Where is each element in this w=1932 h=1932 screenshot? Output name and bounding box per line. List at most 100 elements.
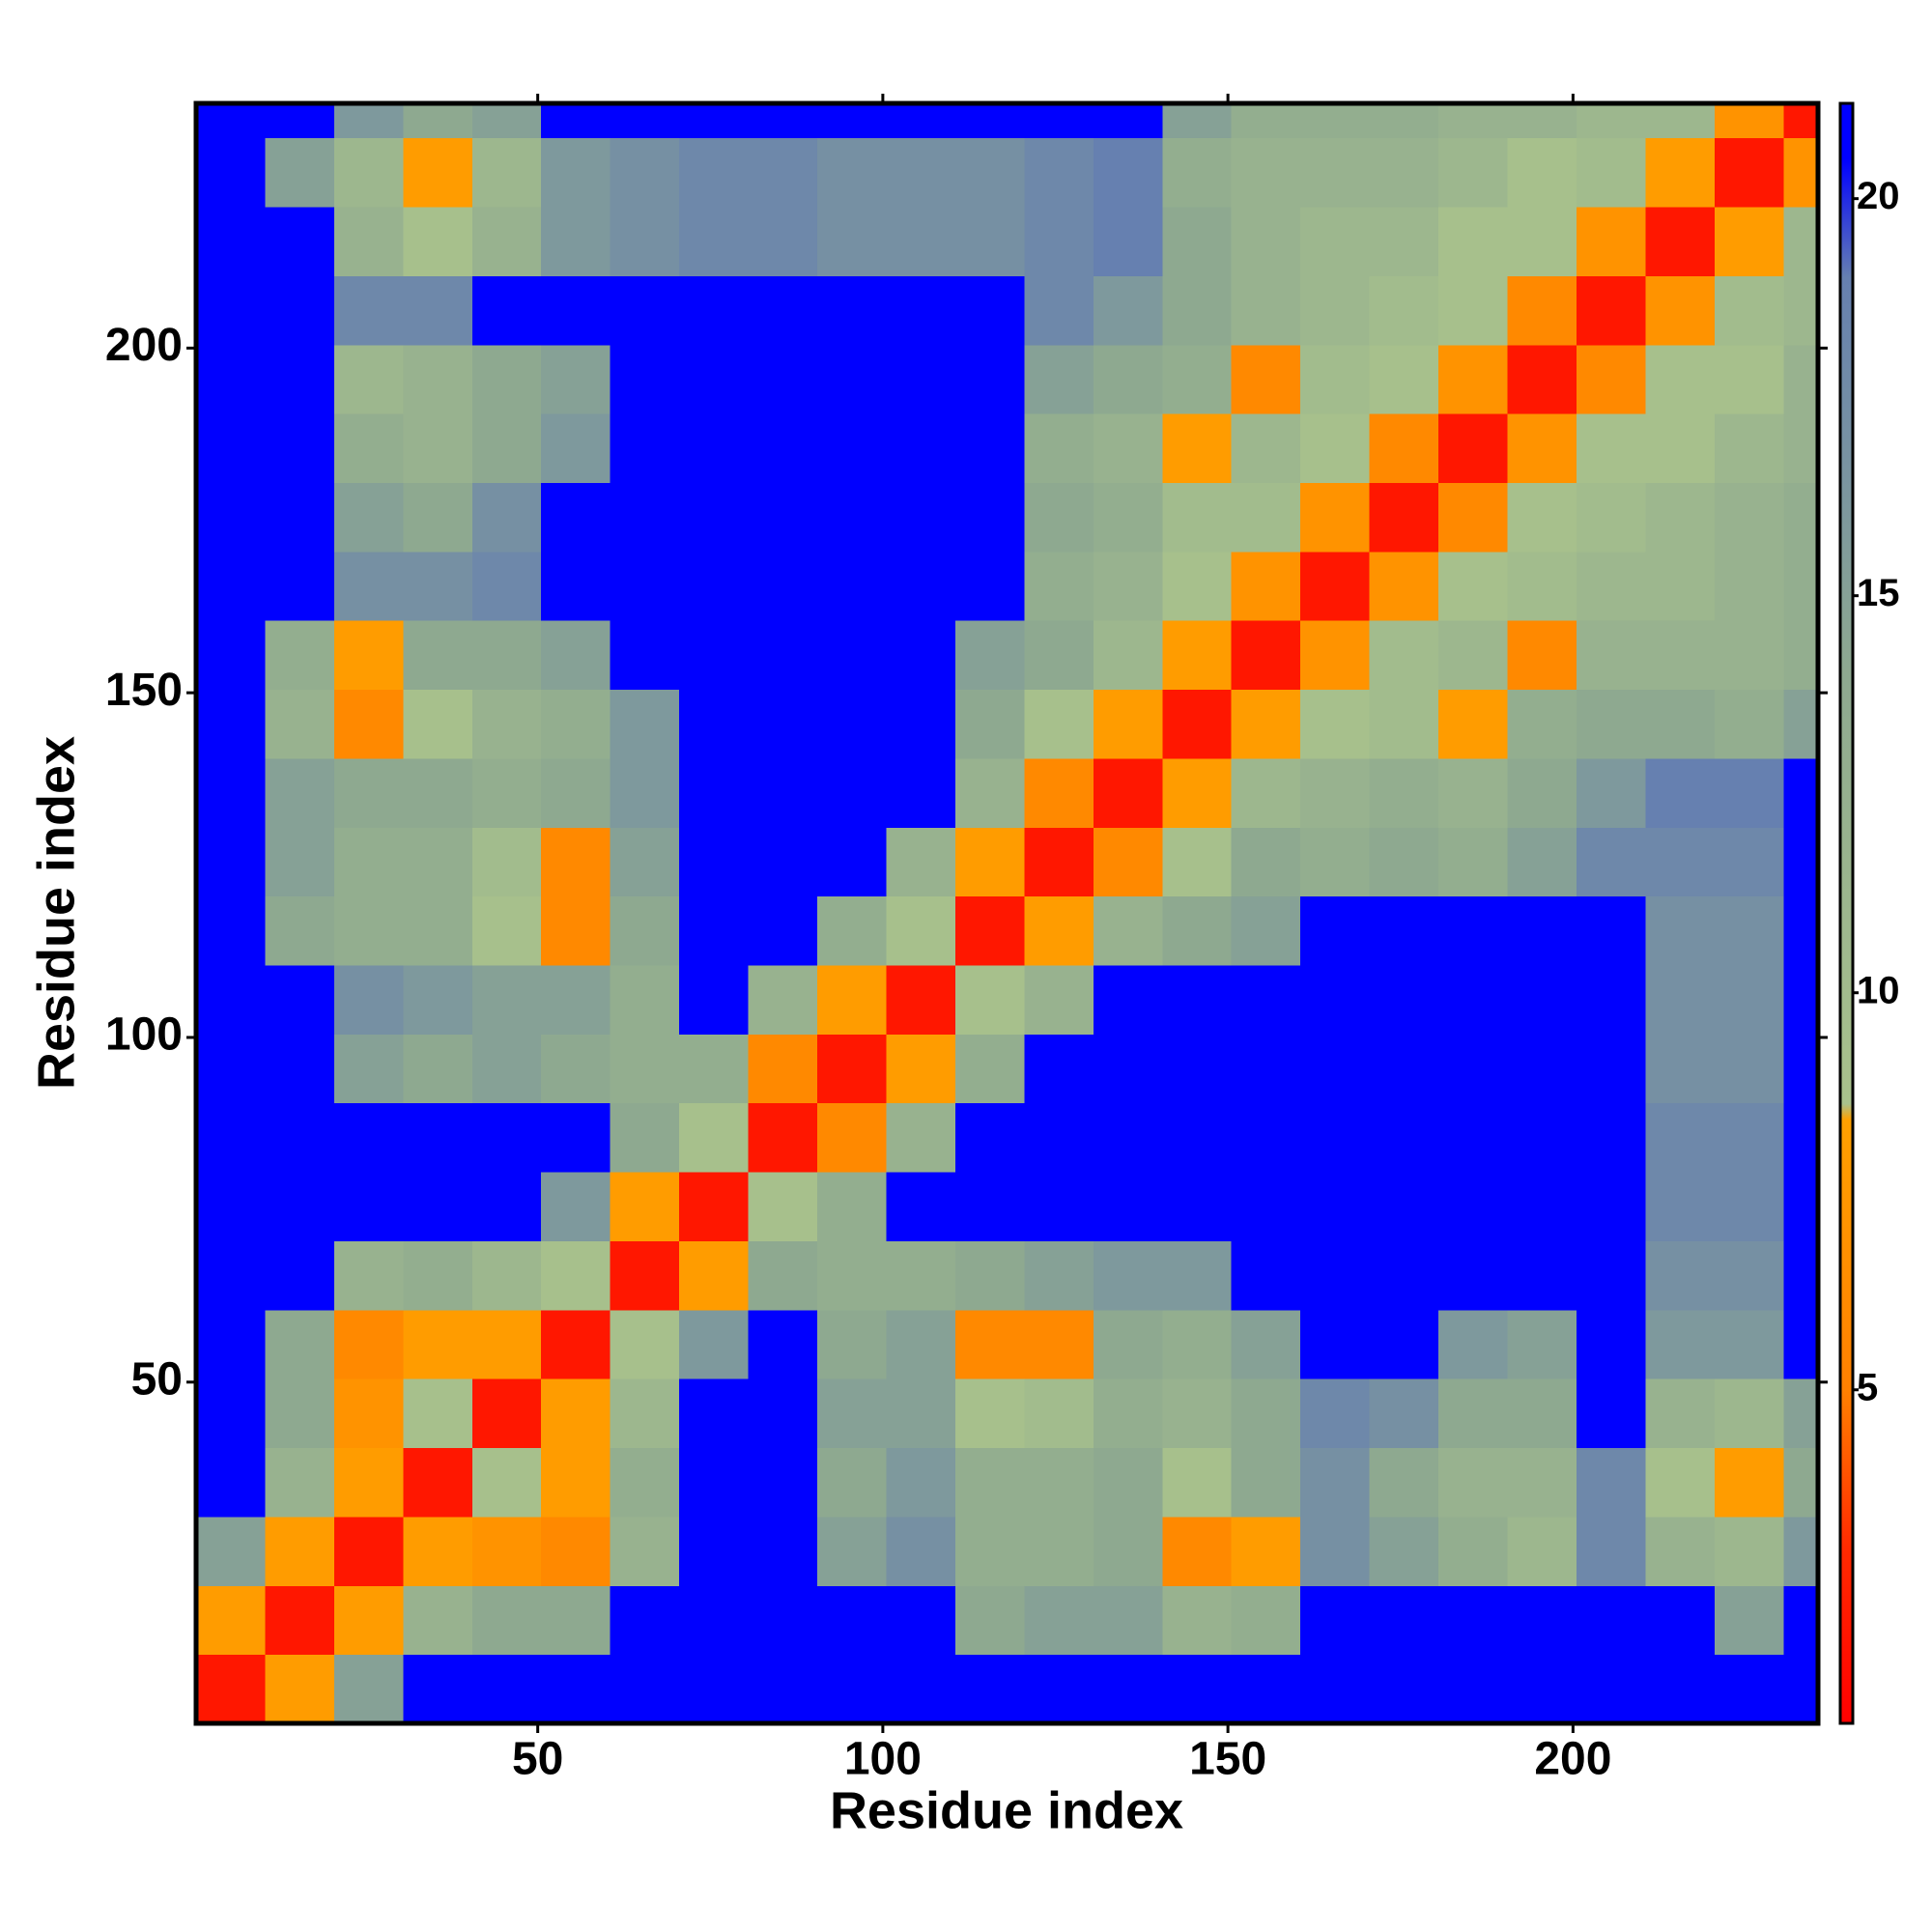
- cell: [748, 413, 818, 483]
- cell: [610, 1240, 680, 1311]
- cell: [610, 965, 680, 1035]
- cell: [403, 1172, 473, 1241]
- y-axis-label: Residue index: [27, 736, 85, 1090]
- cell: [1714, 1034, 1784, 1104]
- cell: [817, 1447, 887, 1518]
- cell: [1438, 344, 1508, 414]
- cell: [265, 1585, 335, 1656]
- cell: [1714, 1516, 1784, 1586]
- cell: [403, 895, 473, 966]
- cell: [1162, 275, 1233, 346]
- cell: [1162, 1654, 1233, 1724]
- cell: [610, 137, 680, 208]
- cell: [471, 275, 542, 346]
- cell: [1369, 137, 1439, 208]
- cell: [196, 413, 266, 483]
- cell: [196, 1309, 266, 1379]
- cell: [471, 1102, 542, 1173]
- cell: [1576, 482, 1646, 553]
- cell: [1783, 1654, 1819, 1724]
- cell: [1024, 965, 1094, 1035]
- cell: [1645, 344, 1716, 414]
- cell: [1507, 275, 1577, 346]
- cell: [265, 1447, 335, 1518]
- cell: [1231, 1654, 1301, 1724]
- cell: [1300, 482, 1371, 553]
- cell: [1231, 965, 1301, 1035]
- cell: [265, 1034, 335, 1104]
- cell: [1093, 551, 1163, 621]
- cell: [954, 1654, 1025, 1724]
- cell: [1645, 482, 1716, 553]
- cell: [1645, 1585, 1716, 1656]
- cell: [1093, 1516, 1163, 1586]
- cell: [886, 1240, 956, 1311]
- cell: [748, 344, 818, 414]
- cell: [1231, 895, 1301, 966]
- cell: [610, 827, 680, 897]
- cell: [265, 482, 335, 553]
- cell: [817, 1378, 887, 1449]
- cell: [1714, 482, 1784, 553]
- cell: [265, 344, 335, 414]
- cell: [1576, 1102, 1646, 1173]
- cell: [1024, 827, 1094, 897]
- cell: [1093, 965, 1163, 1035]
- cell: [196, 207, 266, 276]
- cell: [679, 620, 750, 691]
- cell: [610, 1585, 680, 1656]
- cell: [1093, 275, 1163, 346]
- cell: [196, 620, 266, 691]
- cell: [1093, 1309, 1163, 1379]
- cell: [679, 1309, 750, 1379]
- heatmap-cells: [196, 103, 1819, 1724]
- cell: [1093, 103, 1163, 139]
- cell: [1645, 207, 1716, 276]
- cell: [541, 1102, 611, 1173]
- cell: [1024, 103, 1094, 139]
- cell: [1369, 1034, 1439, 1104]
- cell: [265, 137, 335, 208]
- cell: [1714, 551, 1784, 621]
- cell: [610, 1516, 680, 1586]
- cell: [1231, 103, 1301, 139]
- cell: [333, 895, 404, 966]
- cell: [1576, 965, 1646, 1035]
- cell: [1162, 551, 1233, 621]
- cell: [1507, 103, 1577, 139]
- cell: [1369, 207, 1439, 276]
- cell: [1093, 689, 1163, 759]
- cell: [403, 1378, 473, 1449]
- cell: [1369, 1309, 1439, 1379]
- cell: [471, 1447, 542, 1518]
- cell: [1507, 1378, 1577, 1449]
- cell: [1300, 413, 1371, 483]
- cell: [1438, 1585, 1508, 1656]
- cell: [541, 1585, 611, 1656]
- cell: [1783, 1240, 1819, 1311]
- cell: [748, 1034, 818, 1104]
- cell: [1231, 482, 1301, 553]
- cell: [541, 965, 611, 1035]
- cell: [1438, 551, 1508, 621]
- cell: [403, 344, 473, 414]
- cell: [541, 344, 611, 414]
- cell: [1783, 137, 1819, 208]
- x-tick-label: 150: [1189, 1734, 1266, 1785]
- cell: [1714, 207, 1784, 276]
- cell: [1369, 1172, 1439, 1241]
- cell: [679, 757, 750, 828]
- cell: [1576, 895, 1646, 966]
- cell: [265, 1172, 335, 1241]
- cell: [748, 482, 818, 553]
- cell: [1645, 689, 1716, 759]
- cell: [1783, 620, 1819, 691]
- cell: [541, 1309, 611, 1379]
- cell: [817, 689, 887, 759]
- cell: [1645, 551, 1716, 621]
- cell: [886, 1654, 956, 1724]
- cell: [954, 275, 1025, 346]
- cell: [1162, 1034, 1233, 1104]
- cell: [265, 1654, 335, 1724]
